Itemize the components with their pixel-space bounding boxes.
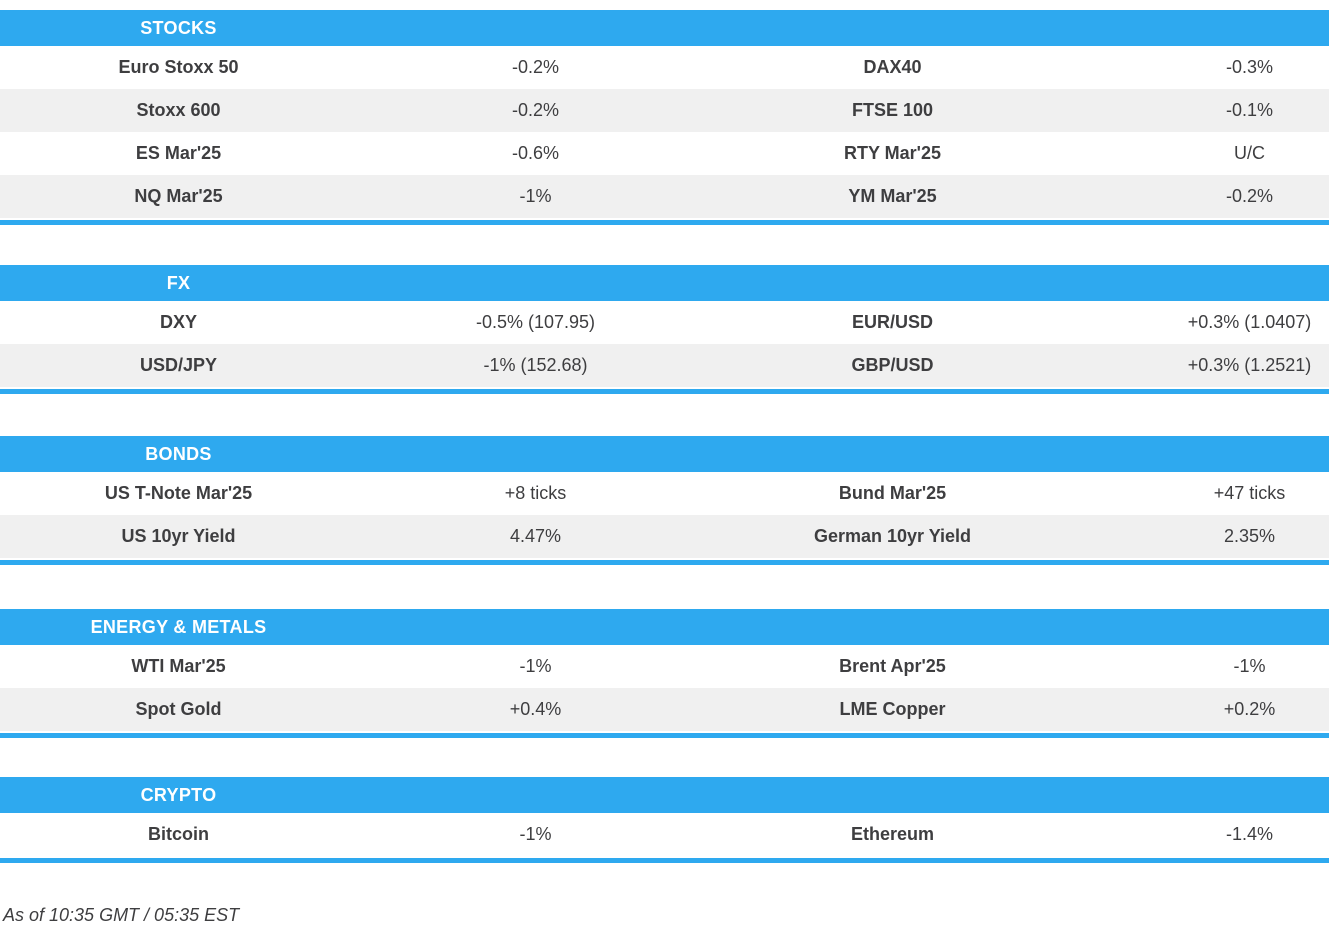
- section-title: FX: [166, 272, 191, 293]
- section-fx: FX DXY -0.5% (107.95) EUR/USD +0.3% (1.0…: [0, 265, 1329, 394]
- instrument-change: +0.3% (1.0407): [1187, 312, 1312, 332]
- section-bottom-bar: [0, 220, 1329, 225]
- instrument-label: RTY Mar'25: [844, 143, 941, 163]
- instrument-change: -0.6%: [511, 143, 560, 163]
- table-row: NQ Mar'25 -1% YM Mar'25 -0.2%: [0, 175, 1329, 218]
- instrument-label: Euro Stoxx 50: [118, 57, 239, 77]
- instrument-change: -0.2%: [511, 57, 560, 77]
- section-header-fx: FX: [0, 265, 1329, 301]
- instrument-label: DAX40: [863, 57, 922, 77]
- section-bottom-bar: [0, 733, 1329, 738]
- table-row: US 10yr Yield 4.47% German 10yr Yield 2.…: [0, 515, 1329, 558]
- instrument-label: Bund Mar'25: [838, 483, 947, 503]
- section-bottom-bar: [0, 560, 1329, 565]
- instrument-change: -0.2%: [1225, 186, 1274, 206]
- instrument-label: ES Mar'25: [135, 143, 222, 163]
- section-header-energy-metals: ENERGY & METALS: [0, 609, 1329, 645]
- section-title: CRYPTO: [140, 784, 217, 805]
- instrument-change: -1%: [519, 186, 552, 206]
- instrument-change: -0.1%: [1225, 100, 1274, 120]
- table-row: USD/JPY -1% (152.68) GBP/USD +0.3% (1.25…: [0, 344, 1329, 387]
- instrument-change: +0.3% (1.2521): [1187, 355, 1312, 375]
- row-gap: [0, 387, 1329, 389]
- table-row: US T-Note Mar'25 +8 ticks Bund Mar'25 +4…: [0, 472, 1329, 515]
- instrument-label: USD/JPY: [139, 355, 218, 375]
- instrument-label: Brent Apr'25: [839, 656, 946, 676]
- instrument-label: EUR/USD: [851, 312, 933, 332]
- table-row: DXY -0.5% (107.95) EUR/USD +0.3% (1.0407…: [0, 301, 1329, 344]
- instrument-change: +0.4%: [509, 699, 562, 719]
- instrument-label: WTI Mar'25: [131, 656, 226, 676]
- row-gap: [0, 558, 1329, 560]
- instrument-change: 2.35%: [1223, 526, 1276, 546]
- table-row: Bitcoin -1% Ethereum -1.4%: [0, 813, 1329, 856]
- instrument-change: U/C: [1234, 143, 1265, 163]
- instrument-change: -0.3%: [1225, 57, 1274, 77]
- instrument-label: US 10yr Yield: [121, 526, 236, 546]
- instrument-label: Spot Gold: [135, 699, 222, 719]
- instrument-change: +8 ticks: [504, 483, 567, 503]
- instrument-change: -1% (152.68): [483, 355, 588, 375]
- instrument-label: German 10yr Yield: [813, 526, 972, 546]
- instrument-label: Stoxx 600: [136, 100, 221, 120]
- table-row: ES Mar'25 -0.6% RTY Mar'25 U/C: [0, 132, 1329, 175]
- instrument-change: -1%: [519, 824, 552, 844]
- table-row: Spot Gold +0.4% LME Copper +0.2%: [0, 688, 1329, 731]
- instrument-label: LME Copper: [839, 699, 946, 719]
- instrument-label: NQ Mar'25: [134, 186, 223, 206]
- instrument-change: +0.2%: [1223, 699, 1276, 719]
- instrument-label: US T-Note Mar'25: [104, 483, 253, 503]
- section-title: STOCKS: [140, 17, 217, 38]
- section-bottom-bar: [0, 858, 1329, 863]
- instrument-label: Bitcoin: [148, 824, 209, 844]
- section-bonds: BONDS US T-Note Mar'25 +8 ticks Bund Mar…: [0, 436, 1329, 565]
- instrument-change: -0.2%: [511, 100, 560, 120]
- instrument-label: DXY: [159, 312, 197, 332]
- instrument-label: Ethereum: [850, 824, 935, 844]
- instrument-change: +47 ticks: [1213, 483, 1286, 503]
- as-of-timestamp: As of 10:35 GMT / 05:35 EST: [3, 905, 240, 925]
- instrument-change: -0.5% (107.95): [475, 312, 596, 332]
- row-gap: [0, 856, 1329, 858]
- row-gap: [0, 218, 1329, 220]
- section-stocks: STOCKS Euro Stoxx 50 -0.2% DAX40 -0.3% S…: [0, 10, 1329, 225]
- table-row: Euro Stoxx 50 -0.2% DAX40 -0.3%: [0, 46, 1329, 89]
- table-row: WTI Mar'25 -1% Brent Apr'25 -1%: [0, 645, 1329, 688]
- instrument-label: GBP/USD: [851, 355, 934, 375]
- section-header-crypto: CRYPTO: [0, 777, 1329, 813]
- instrument-label: FTSE 100: [851, 100, 934, 120]
- section-title: BONDS: [145, 443, 212, 464]
- section-energy-metals: ENERGY & METALS WTI Mar'25 -1% Brent Apr…: [0, 609, 1329, 738]
- section-crypto: CRYPTO Bitcoin -1% Ethereum -1.4%: [0, 777, 1329, 863]
- instrument-change: -1%: [519, 656, 552, 676]
- instrument-change: -1%: [1233, 656, 1266, 676]
- section-header-stocks: STOCKS: [0, 10, 1329, 46]
- instrument-change: 4.47%: [509, 526, 562, 546]
- row-gap: [0, 731, 1329, 733]
- table-row: Stoxx 600 -0.2% FTSE 100 -0.1%: [0, 89, 1329, 132]
- section-header-bonds: BONDS: [0, 436, 1329, 472]
- section-bottom-bar: [0, 389, 1329, 394]
- instrument-change: -1.4%: [1225, 824, 1274, 844]
- section-title: ENERGY & METALS: [90, 616, 267, 637]
- instrument-label: YM Mar'25: [848, 186, 937, 206]
